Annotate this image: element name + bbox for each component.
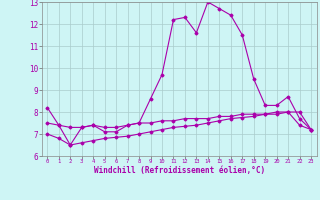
X-axis label: Windchill (Refroidissement éolien,°C): Windchill (Refroidissement éolien,°C) [94,166,265,175]
